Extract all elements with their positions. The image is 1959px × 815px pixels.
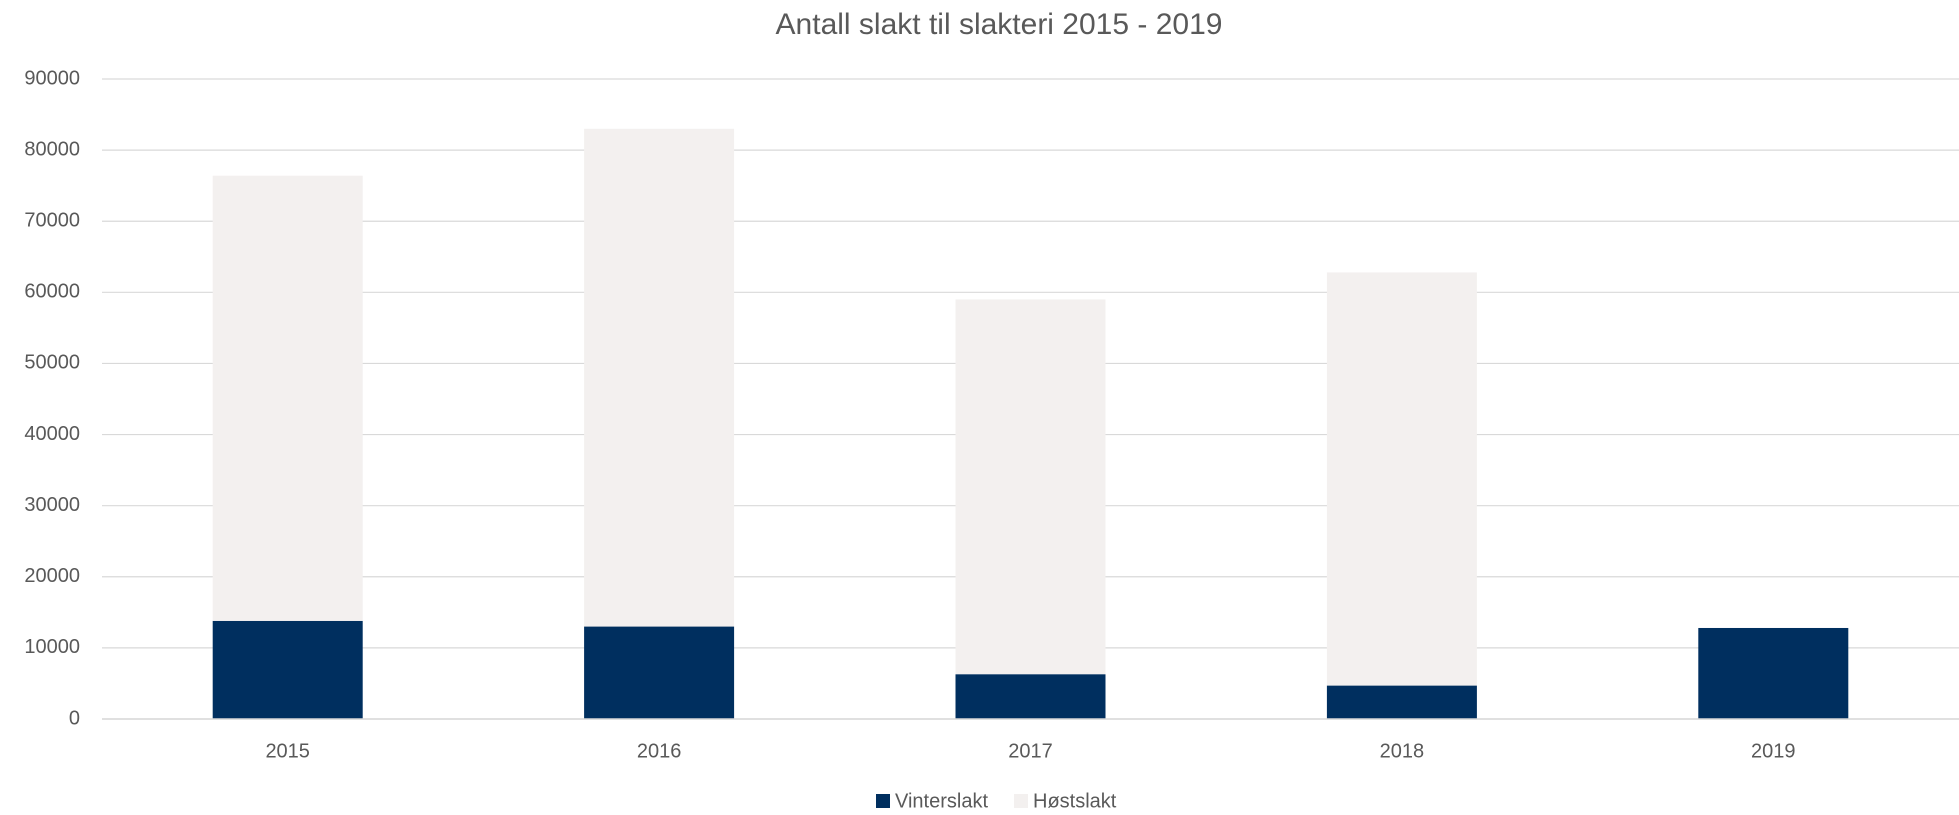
bar-segment	[212, 175, 363, 621]
y-tick-label: 30000	[24, 494, 80, 516]
chart-title: Antall slakt til slakteri 2015 - 2019	[776, 8, 1223, 41]
x-tick-label: 2018	[1380, 740, 1425, 762]
x-tick-label: 2017	[1008, 740, 1053, 762]
bar-segment	[955, 674, 1106, 719]
y-tick-label: 80000	[24, 138, 80, 160]
legend-swatch	[876, 794, 890, 808]
bar-segment	[1326, 272, 1477, 686]
y-tick-label: 10000	[24, 636, 80, 658]
y-tick-label: 60000	[24, 281, 80, 303]
bar-segment	[584, 128, 735, 627]
y-tick-label: 50000	[24, 352, 80, 374]
bar-segment	[212, 620, 363, 719]
x-tick-label: 2016	[637, 740, 682, 762]
x-tick-label: 2019	[1751, 740, 1796, 762]
y-tick-label: 0	[69, 707, 80, 729]
y-tick-label: 70000	[24, 210, 80, 232]
legend-label: Høstslakt	[1033, 790, 1117, 812]
y-tick-label: 90000	[24, 67, 80, 89]
bar-segment	[955, 299, 1106, 675]
legend-swatch	[1014, 794, 1029, 808]
y-tick-label: 40000	[24, 423, 80, 445]
legend-label: Vinterslakt	[895, 790, 988, 812]
bar-segment	[1326, 685, 1477, 719]
bar-segment	[584, 626, 735, 719]
y-tick-label: 20000	[24, 565, 80, 587]
bar-segment	[1698, 627, 1849, 719]
x-tick-label: 2015	[265, 740, 310, 762]
